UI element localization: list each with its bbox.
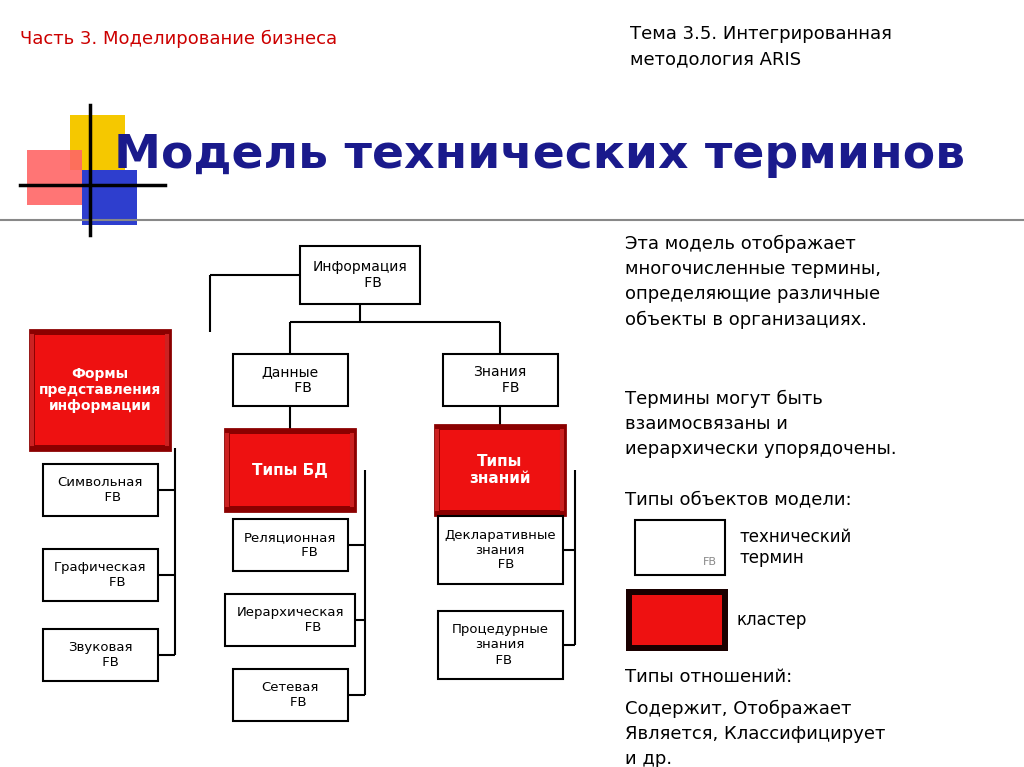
Bar <box>632 595 722 645</box>
Bar <box>27 150 82 205</box>
Text: Символьная
      FB: Символьная FB <box>57 476 142 504</box>
Bar <box>232 519 347 571</box>
Text: Типы отношений:: Типы отношений: <box>625 668 793 686</box>
Text: Реляционная
         FB: Реляционная FB <box>244 531 336 559</box>
Text: Тема 3.5. Интегрированная
методология ARIS: Тема 3.5. Интегрированная методология AR… <box>630 25 892 68</box>
Bar <box>230 434 350 506</box>
Bar <box>232 354 347 406</box>
Text: Типы БД: Типы БД <box>252 463 328 478</box>
Bar <box>437 611 562 679</box>
Text: Термины могут быть
взаимосвязаны и
иерархически упорядочены.: Термины могут быть взаимосвязаны и иерар… <box>625 390 897 458</box>
Text: Типы
знаний: Типы знаний <box>469 454 530 486</box>
Text: Знания
     FB: Знания FB <box>473 365 526 395</box>
Text: Звуковая
     FB: Звуковая FB <box>68 641 132 669</box>
Text: Часть 3. Моделирование бизнеса: Часть 3. Моделирование бизнеса <box>20 30 337 48</box>
Text: Декларативные
знания
   FB: Декларативные знания FB <box>444 528 556 571</box>
Bar <box>626 589 728 651</box>
Text: Типы объектов модели:: Типы объектов модели: <box>625 490 852 508</box>
Text: Сетевая
    FB: Сетевая FB <box>261 681 318 709</box>
Bar <box>82 170 137 225</box>
Bar <box>300 246 420 304</box>
Text: Информация
      FB: Информация FB <box>312 260 408 290</box>
Text: Эта модель отображает
многочисленные термины,
определяющие различные
объекты в о: Эта модель отображает многочисленные тер… <box>625 235 881 328</box>
Bar <box>225 594 355 646</box>
Text: Иерархическая
           FB: Иерархическая FB <box>237 606 344 634</box>
Text: Модель технических терминов: Модель технических терминов <box>115 133 966 177</box>
Text: кластер: кластер <box>737 611 807 629</box>
Bar <box>35 335 165 445</box>
Text: Процедурные
знания
  FB: Процедурные знания FB <box>452 624 549 667</box>
Bar <box>635 520 725 575</box>
Text: Содержит, Отображает
Является, Классифицирует
и др.: Содержит, Отображает Является, Классифиц… <box>625 700 886 767</box>
Bar <box>232 669 347 721</box>
Bar <box>43 464 158 516</box>
Text: технический
термин: технический термин <box>740 528 852 567</box>
Bar <box>43 629 158 681</box>
Text: Формы
представления
информации: Формы представления информации <box>39 367 161 413</box>
Text: FB: FB <box>703 557 717 567</box>
Text: Данные
      FB: Данные FB <box>261 365 318 395</box>
Bar <box>435 425 565 515</box>
Text: Графическая
        FB: Графическая FB <box>53 561 146 589</box>
Bar <box>440 430 560 510</box>
Bar <box>437 516 562 584</box>
Bar <box>225 429 355 511</box>
Bar <box>70 115 125 170</box>
Bar <box>30 330 170 450</box>
Bar <box>43 549 158 601</box>
Bar <box>442 354 557 406</box>
